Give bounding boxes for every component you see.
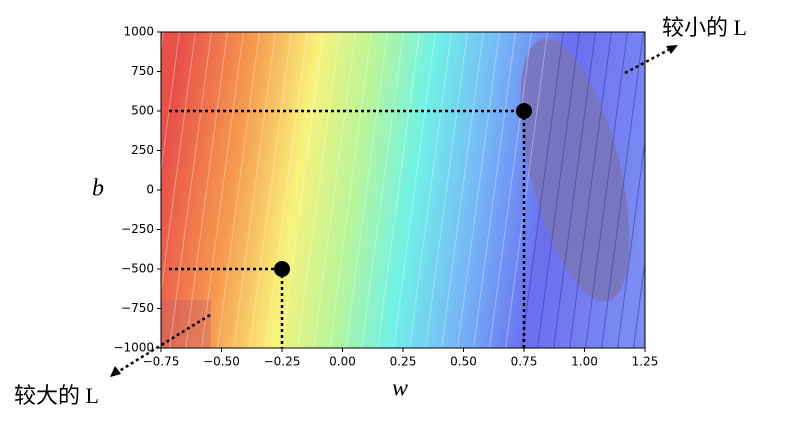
- contour: [161, 20, 693, 360]
- x-tick-label: 1.00: [571, 355, 598, 369]
- point: [274, 261, 290, 277]
- contour-line: [249, 32, 292, 348]
- contour-line: [233, 32, 276, 348]
- contour-line: [361, 32, 404, 348]
- contour-line: [457, 32, 500, 348]
- arrow: [115, 313, 211, 375]
- contour-line: [161, 32, 180, 175]
- contour-line: [217, 32, 260, 348]
- contour-line: [185, 32, 228, 348]
- contour-line: [505, 32, 548, 348]
- contour-line: [617, 137, 645, 348]
- y-tick-label: 500: [131, 104, 154, 118]
- y-tick-label: −500: [121, 262, 154, 276]
- contour-line: [441, 32, 484, 348]
- arrow-head: [666, 45, 678, 54]
- contour-line: [201, 32, 244, 348]
- contour-line: [585, 32, 628, 348]
- y-tick-label: 750: [131, 64, 154, 78]
- contour-line: [409, 32, 452, 348]
- contour-line: [633, 257, 645, 348]
- contour-line: [553, 32, 596, 348]
- x-tick-label: 0.25: [390, 355, 417, 369]
- contour-line: [313, 32, 356, 348]
- contour-line: [329, 32, 372, 348]
- contour-line: [345, 32, 388, 348]
- x-tick-label: 1.25: [632, 355, 659, 369]
- y-tick-label: −250: [121, 222, 154, 236]
- contour-line: [521, 32, 564, 348]
- contour-line: [265, 32, 308, 348]
- y-tick-label: −750: [121, 301, 154, 315]
- contour-line: [161, 32, 196, 296]
- contour-line: [281, 32, 324, 348]
- contour-line: [537, 32, 580, 348]
- y-axis-label: b: [92, 176, 104, 202]
- contour-line: [169, 32, 212, 348]
- contour-line: [425, 32, 468, 348]
- contour-line: [648, 20, 693, 360]
- contour-line: [569, 32, 612, 348]
- contour-line: [297, 32, 340, 348]
- arrow-head: [110, 366, 121, 377]
- contour-line: [393, 32, 436, 348]
- y-tick-label: −1000: [113, 341, 154, 355]
- x-tick-label: 0.00: [329, 355, 356, 369]
- x-axis-label: w: [392, 376, 408, 402]
- annotation: 较小的 L: [662, 15, 747, 40]
- point: [516, 103, 532, 119]
- x-tick-label: −0.50: [203, 355, 240, 369]
- y-tick-label: 1000: [123, 25, 154, 39]
- x-tick-label: −0.25: [264, 355, 301, 369]
- arrow: [624, 46, 673, 75]
- x-tick-label: 0.50: [450, 355, 477, 369]
- contour-line: [377, 32, 420, 348]
- contour-line: [473, 32, 516, 348]
- contour-line: [489, 32, 532, 348]
- annotation: 较大的 L: [14, 383, 99, 408]
- x-tick-label: −0.75: [143, 355, 180, 369]
- y-tick-label: 250: [131, 143, 154, 157]
- contour-line: [601, 32, 644, 348]
- x-tick-label: 0.75: [511, 355, 538, 369]
- y-tick-label: 0: [146, 183, 154, 197]
